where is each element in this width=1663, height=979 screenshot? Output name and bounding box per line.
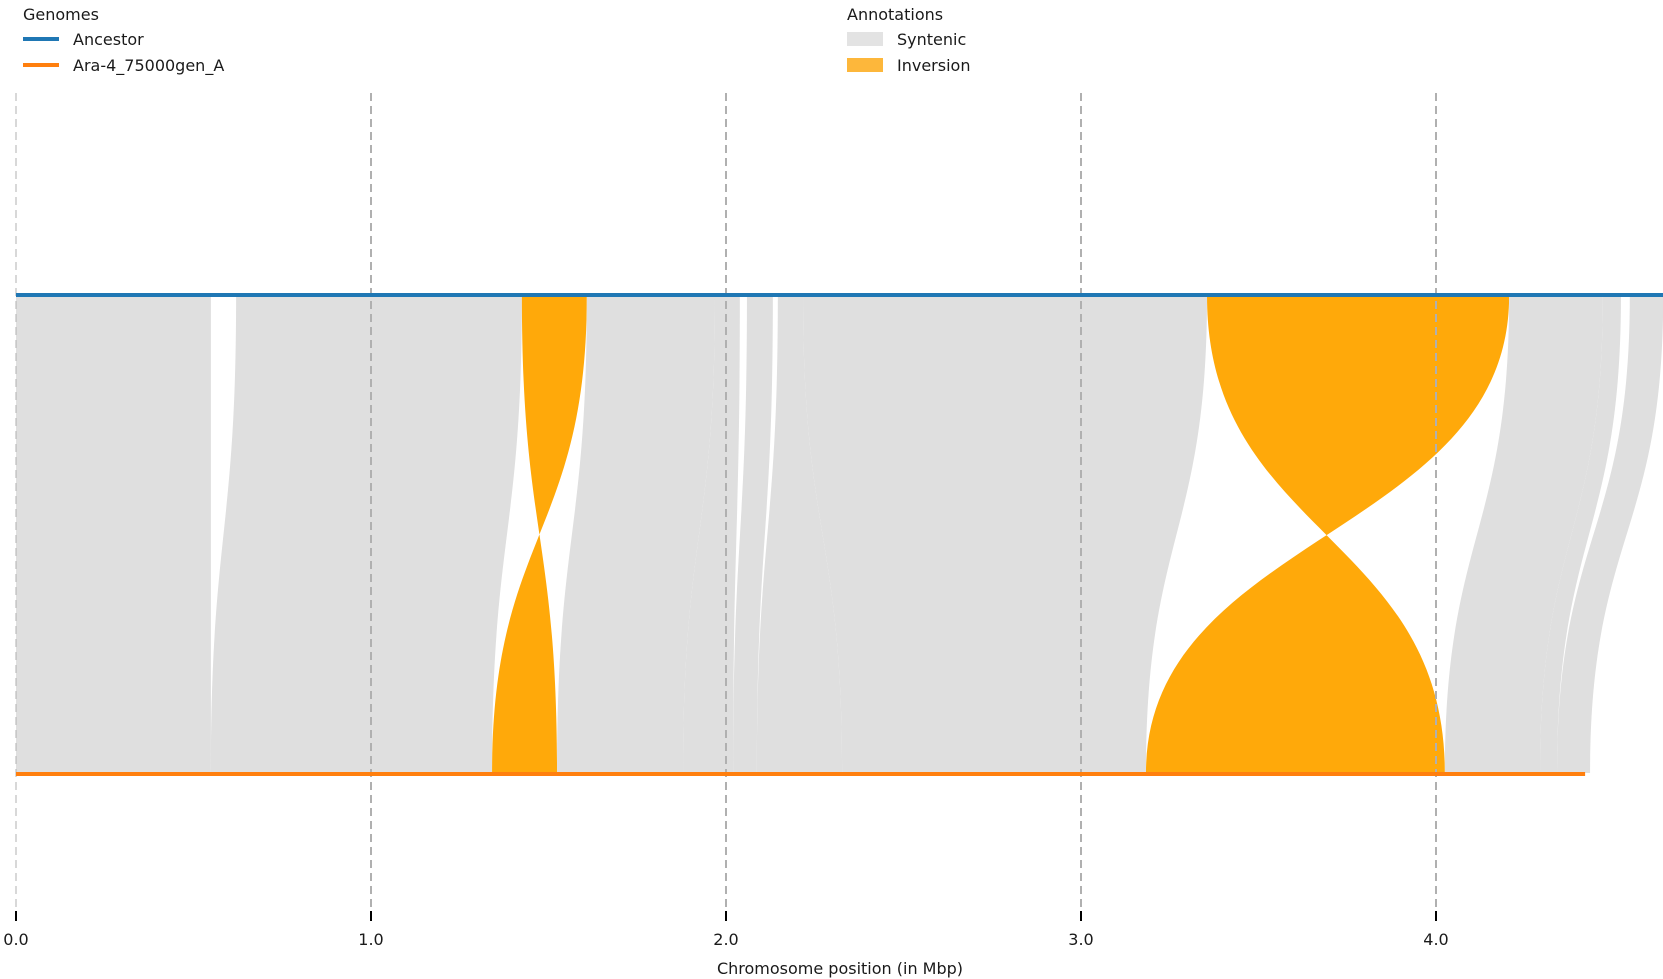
legend-genomes: Genomes Ancestor Ara-4_75000gen_A — [16, 4, 224, 78]
tick-label: 3.0 — [1068, 930, 1093, 949]
legend-item-inversion: Inversion — [840, 52, 970, 78]
inversion-ribbon — [492, 296, 587, 773]
syntenic-ribbon — [557, 296, 715, 773]
legend-label-inversion: Inversion — [897, 55, 971, 75]
syntenic-ribbon — [733, 296, 773, 773]
legend-label-evolved: Ara-4_75000gen_A — [73, 55, 225, 75]
legend-genomes-title: Genomes — [23, 5, 99, 24]
legend-item-evolved: Ara-4_75000gen_A — [16, 52, 224, 78]
x-axis-ticks: 0.0 1.0 2.0 3.0 4.0 — [3, 911, 1449, 949]
tick-label: 1.0 — [358, 930, 383, 949]
legend-label-ancestor: Ancestor — [73, 29, 144, 49]
legend-item-syntenic: Syntenic — [840, 26, 970, 52]
inversion-ribbon — [1145, 296, 1510, 773]
syntenic-ribbon — [16, 296, 211, 773]
syntenic-ribbon — [1444, 296, 1603, 773]
ancestor-line-swatch — [23, 37, 59, 41]
legend-label-syntenic: Syntenic — [897, 29, 967, 49]
syntenic-ribbon — [1557, 296, 1663, 773]
legend-annotations-title: Annotations — [847, 5, 944, 24]
tick-label: 0.0 — [3, 930, 28, 949]
legend-annotations: Annotations Syntenic Inversion — [840, 4, 970, 78]
syntenic-ribbon — [803, 296, 1208, 773]
tick-label: 4.0 — [1423, 930, 1448, 949]
syntenic-ribbon — [210, 296, 522, 773]
inversion-swatch — [847, 58, 883, 72]
x-axis-label: Chromosome position (in Mbp) — [717, 959, 963, 978]
tick-label: 2.0 — [713, 930, 738, 949]
syntenic-swatch — [847, 32, 883, 46]
alignment-ribbons — [16, 296, 1663, 773]
legend-item-ancestor: Ancestor — [16, 26, 224, 52]
evolved-line-swatch — [23, 63, 59, 67]
syntenic-ribbon — [1540, 296, 1621, 773]
syntenic-ribbon — [756, 296, 843, 773]
